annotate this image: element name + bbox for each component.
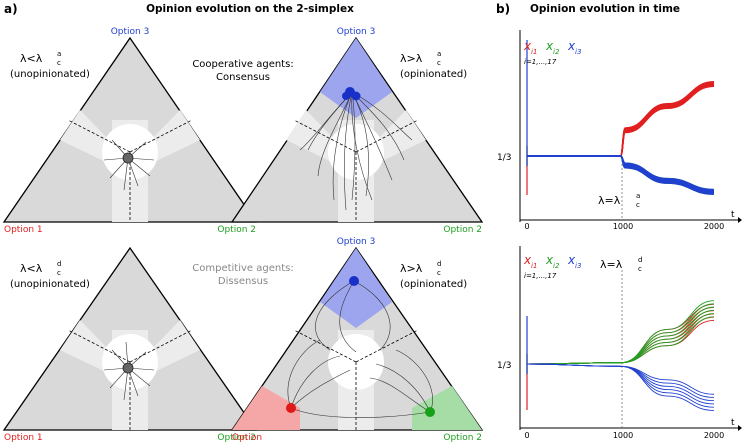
- comp-line2: Dissensus: [218, 276, 268, 287]
- svg-text:λ>λ: λ>λ: [400, 262, 423, 275]
- tr-lambda: λ>λ a c: [400, 50, 441, 67]
- svg-text:d: d: [638, 256, 642, 264]
- top-xtick-1: 1000: [613, 222, 633, 231]
- tri-br-top-label: Option 3: [337, 237, 376, 247]
- bl-unopinionated: (unopinionated): [10, 279, 90, 290]
- svg-text:i3: i3: [575, 48, 581, 56]
- tri-bl-right-label: Option 2: [217, 433, 256, 443]
- top-xtick-0: 0: [524, 222, 529, 231]
- top-legend: x i1 x i2 x i3 i=1,...,17: [523, 39, 581, 66]
- series-line-x_i1: [526, 83, 715, 157]
- bottom-xtick-0: 0: [524, 431, 529, 440]
- simplex-bottom-right: [230, 246, 484, 431]
- bl-lambda: λ<λ d c: [20, 260, 61, 277]
- svg-text:a: a: [57, 50, 61, 58]
- coop-line2: Consensus: [216, 72, 270, 83]
- bottom-t-label: t: [731, 418, 735, 428]
- series-line-x_i2: [526, 306, 715, 365]
- bottom-chart: [519, 246, 742, 431]
- svg-text:i3: i3: [575, 262, 581, 270]
- tri-tr-top-label: Option 3: [337, 27, 376, 37]
- tl-unopinionated: (unopinionated): [10, 69, 90, 80]
- comp-line1: Competitive agents:: [192, 263, 293, 274]
- svg-text:x: x: [523, 39, 532, 53]
- svg-text:λ<λ: λ<λ: [20, 262, 43, 275]
- svg-text:c: c: [636, 201, 640, 209]
- svg-text:c: c: [638, 265, 642, 273]
- svg-text:d: d: [437, 260, 441, 268]
- series-line-x_i3: [526, 155, 715, 194]
- top-chart-series: [526, 40, 715, 195]
- tri-tr-right-label: Option 2: [443, 225, 482, 235]
- bottom-xtick-1: 1000: [613, 431, 633, 440]
- br-opinionated: (opinionated): [400, 279, 467, 290]
- tri-br-right-label: Option 2: [443, 433, 482, 443]
- svg-text:i=1,...,17: i=1,...,17: [524, 58, 557, 66]
- svg-text:c: c: [437, 59, 441, 67]
- bottom-xtick-2: 2000: [704, 431, 724, 440]
- svg-text:i=1,...,17: i=1,...,17: [524, 272, 557, 280]
- svg-text:x: x: [545, 39, 554, 53]
- bottom-ytick: 1/3: [497, 361, 511, 371]
- top-xtick-2: 2000: [704, 222, 724, 231]
- svg-text:x: x: [545, 253, 554, 267]
- tri-tl-top-label: Option 3: [111, 27, 150, 37]
- panel-a-label: a): [4, 2, 18, 16]
- series-line-x_i2: [526, 155, 715, 194]
- tri-tl-right-label: Option 2: [217, 225, 256, 235]
- br-lambda: λ>λ d c: [400, 260, 441, 277]
- series-line-x_i3: [526, 155, 715, 191]
- svg-text:λ=λ: λ=λ: [600, 258, 623, 271]
- panel-a-title: Opinion evolution on the 2-simplex: [146, 3, 354, 15]
- series-line-x_i1: [526, 81, 715, 157]
- top-chart: [519, 30, 742, 223]
- simplex-top-left: [2, 36, 258, 223]
- svg-text:i2: i2: [553, 48, 560, 56]
- svg-text:a: a: [437, 50, 441, 58]
- series-line-x_i3: [526, 363, 715, 402]
- svg-text:d: d: [57, 260, 61, 268]
- svg-text:λ=λ: λ=λ: [598, 194, 621, 207]
- top-lambda-annot: λ=λ a c: [598, 192, 640, 209]
- series-line-x_i3: [526, 363, 715, 395]
- series-line-x_i1: [526, 82, 715, 157]
- svg-text:c: c: [437, 269, 441, 277]
- tri-bl-left-label: Option 1: [4, 433, 43, 443]
- top-ytick: 1/3: [497, 153, 511, 163]
- tri-br-left-label: Option: [232, 433, 262, 443]
- svg-text:a: a: [636, 192, 640, 200]
- svg-text:λ>λ: λ>λ: [400, 52, 423, 65]
- tr-opinionated: (opinionated): [400, 69, 467, 80]
- svg-text:c: c: [57, 269, 61, 277]
- series-line-x_i3: [526, 155, 715, 195]
- svg-text:λ<λ: λ<λ: [20, 52, 43, 65]
- tl-lambda: λ<λ a c: [20, 50, 61, 67]
- series-line-x_i1: [526, 81, 715, 157]
- series-line-x_i3: [526, 363, 715, 398]
- series-line-x_i2: [526, 300, 715, 365]
- svg-text:x: x: [567, 253, 576, 267]
- simplex-bottom-left: [2, 246, 258, 431]
- bottom-legend: x i1 x i2 x i3 i=1,...,17: [523, 253, 581, 280]
- bottom-lambda-annot: λ=λ d c: [600, 256, 642, 273]
- coop-line1: Cooperative agents:: [192, 59, 293, 70]
- bottom-chart-series: [526, 300, 715, 411]
- tri-tl-left-label: Option 1: [4, 225, 43, 235]
- svg-text:x: x: [567, 39, 576, 53]
- svg-text:i1: i1: [531, 262, 537, 270]
- svg-text:c: c: [57, 59, 61, 67]
- series-line-x_i2: [526, 155, 715, 195]
- panel-b-label: b): [496, 2, 510, 16]
- series-line-x_i1: [526, 307, 715, 365]
- simplex-top-right: [230, 36, 484, 223]
- top-t-label: t: [731, 210, 735, 220]
- svg-text:i1: i1: [531, 48, 537, 56]
- svg-text:x: x: [523, 253, 532, 267]
- svg-text:i2: i2: [553, 262, 560, 270]
- panel-b-title: Opinion evolution in time: [530, 3, 680, 15]
